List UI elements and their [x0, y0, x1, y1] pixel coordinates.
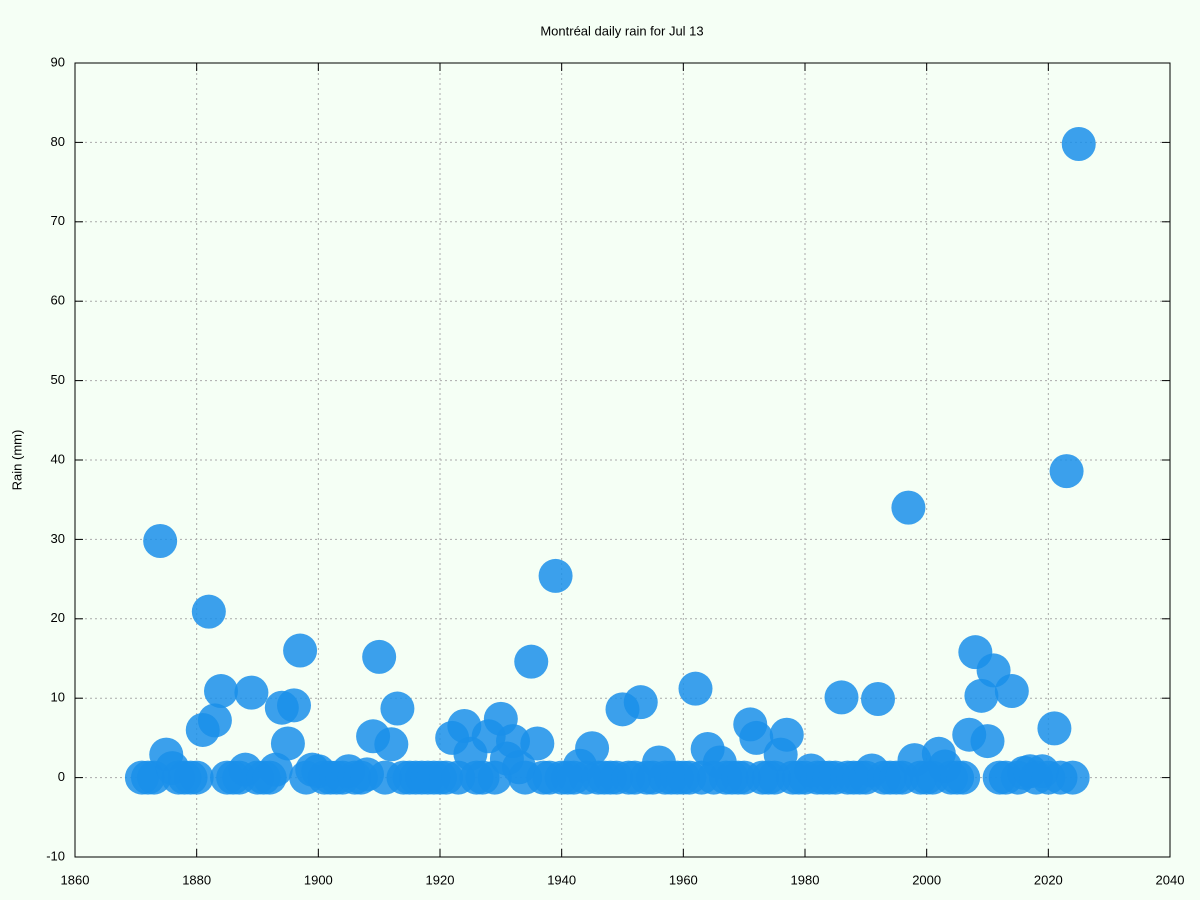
y-axis-label: Rain (mm): [9, 430, 24, 491]
x-tick-label: 1900: [304, 872, 333, 887]
point: [861, 681, 895, 716]
y-tick-label: 20: [51, 610, 65, 625]
y-tick-label: 50: [51, 372, 65, 387]
point: [283, 633, 318, 668]
y-tick-label: -10: [46, 848, 65, 863]
point: [575, 731, 610, 766]
point: [946, 760, 981, 795]
y-tick-label: 30: [51, 531, 65, 546]
y-tick-label: 10: [51, 690, 65, 705]
point: [270, 726, 305, 761]
x-tick-label: 1960: [669, 872, 698, 887]
point: [1055, 760, 1090, 795]
point: [191, 594, 226, 629]
point: [514, 644, 549, 679]
plot-frame: [74, 62, 1171, 858]
y-tick-label: 0: [58, 769, 65, 784]
point: [538, 558, 573, 593]
point: [964, 678, 999, 713]
point: [362, 639, 397, 674]
y-tick-label: 90: [51, 54, 65, 69]
x-tick-label: 1920: [426, 872, 455, 887]
point: [277, 688, 311, 723]
point: [197, 703, 232, 738]
point: [179, 760, 214, 795]
point: [374, 727, 409, 762]
x-tick-label: 1880: [182, 872, 211, 887]
y-tick-label: 40: [51, 451, 65, 466]
x-tick-label: 2040: [1156, 872, 1185, 887]
point: [143, 523, 178, 558]
x-tick-label: 1940: [547, 872, 576, 887]
point: [1037, 711, 1072, 746]
point: [380, 691, 415, 726]
y-tick-label: 70: [51, 213, 65, 228]
x-tick-label: 2000: [912, 872, 941, 887]
point: [970, 724, 1005, 759]
point: [1049, 454, 1084, 489]
point: [824, 680, 859, 715]
point: [204, 674, 238, 709]
point: [520, 726, 555, 761]
point: [623, 685, 658, 720]
point: [891, 490, 926, 525]
y-tick-label: 80: [51, 134, 65, 149]
point: [769, 717, 804, 752]
point: [234, 675, 269, 710]
x-tick-label: 1980: [791, 872, 820, 887]
point: [678, 671, 713, 706]
y-tick-label: 60: [51, 293, 65, 308]
point: [739, 720, 774, 755]
point: [258, 752, 293, 787]
point: [994, 674, 1029, 709]
chart-title: Montréal daily rain for Jul 13: [540, 23, 703, 38]
point: [1061, 126, 1096, 161]
x-tick-label: 1860: [61, 872, 90, 887]
x-tick-label: 2020: [1034, 872, 1063, 887]
